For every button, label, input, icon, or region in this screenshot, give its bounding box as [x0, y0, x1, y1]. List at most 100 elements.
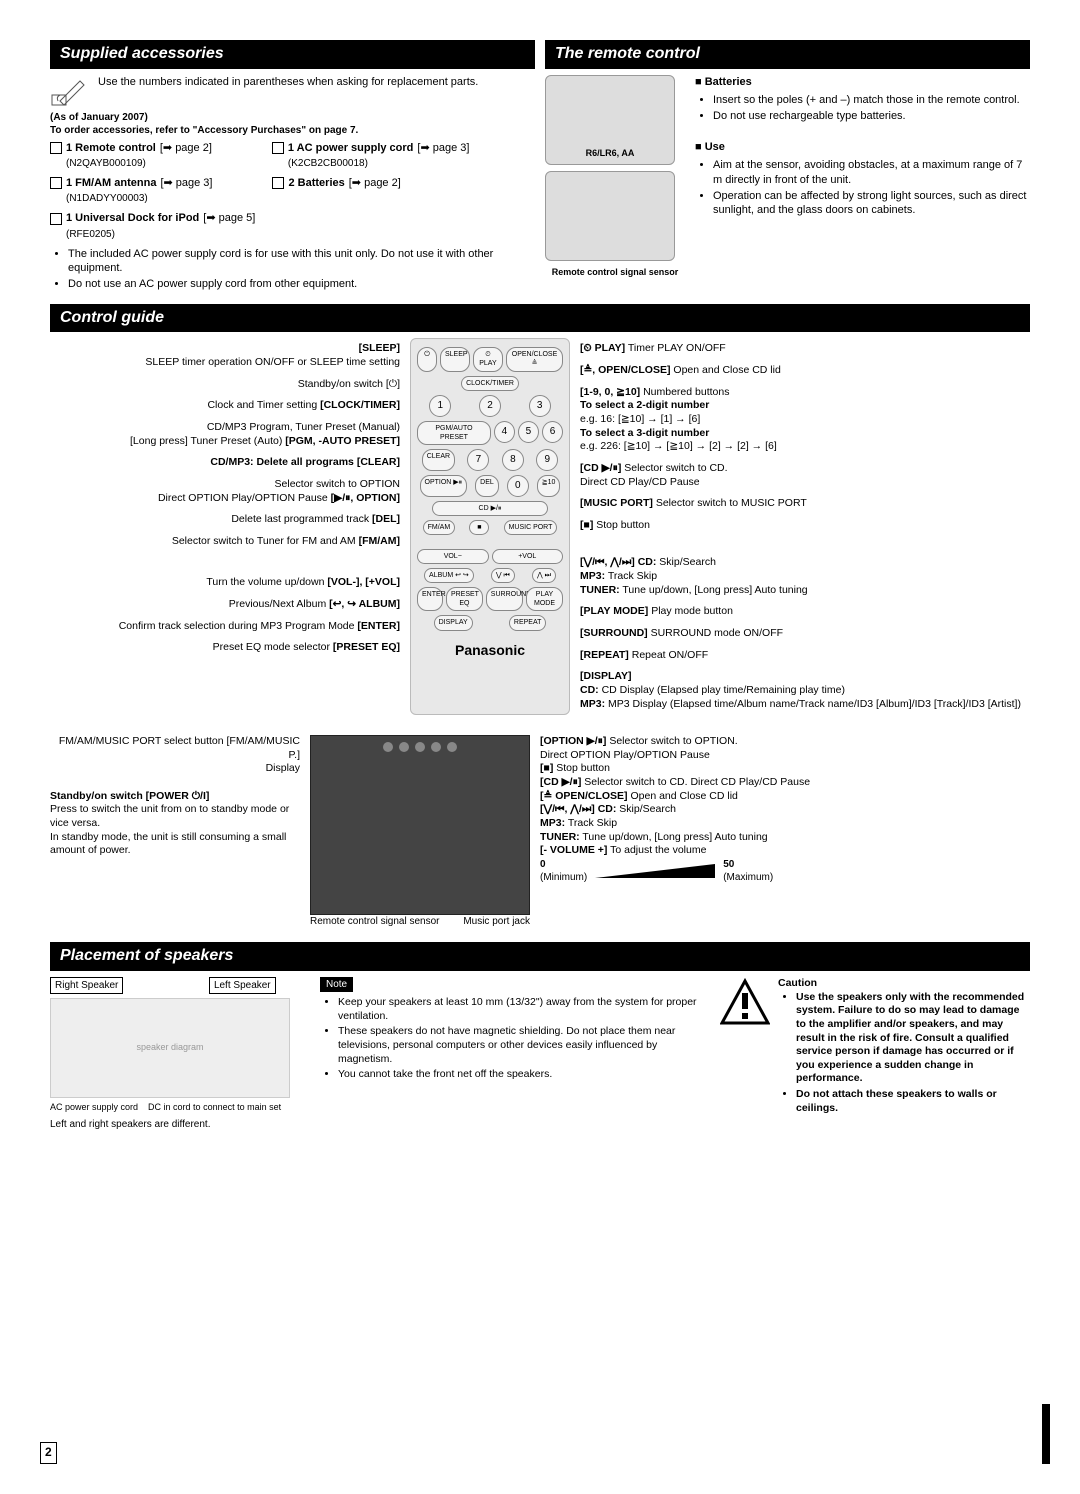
note: The included AC power supply cord is for… [68, 247, 535, 276]
standby-desc: Press to switch the unit from on to stan… [50, 803, 300, 858]
remote-btn: ⋁ ⏮ [491, 568, 515, 583]
unit-caption: Remote control signal sensor [310, 915, 440, 928]
accessories-list: 1 Remote control [➡ page 2] (N2QAYB00010… [50, 141, 535, 241]
top-row: Supplied accessories Use the numbers ind… [50, 40, 1030, 294]
accessories-section: Supplied accessories Use the numbers ind… [50, 40, 535, 294]
remote-btn: DISPLAY [434, 615, 473, 630]
num-btn: 0 [507, 475, 529, 497]
num-btn: 1 [429, 395, 451, 417]
acc-item: 1 FM/AM antenna [➡ page 3] [50, 176, 212, 190]
remote-btn: ALBUM ↩ ↪ [424, 568, 474, 583]
remote-btn: ENTER [417, 587, 443, 611]
control-body: [SLEEP]SLEEP timer operation ON/OFF or S… [50, 338, 1030, 715]
part-no: (N2QAYB000109) [66, 157, 232, 170]
remote-row: R6/LR6, AA Remote control signal sensor … [545, 75, 1030, 279]
remote-btn: PGM/AUTO PRESET [417, 421, 491, 445]
remote-unit-image [545, 171, 675, 261]
warning-icon [720, 977, 770, 1027]
accessories-date: (As of January 2007) [50, 111, 535, 124]
vol-max: 50 [723, 858, 773, 871]
checkbox-icon [272, 177, 284, 189]
unit-label: Display [50, 762, 300, 776]
remote-btn: ≧10 [537, 475, 561, 497]
note-badge: Note [320, 977, 353, 992]
remote-btn: ■ [469, 520, 489, 535]
speaker-captions: AC power supply cord DC in cord to conne… [50, 1102, 310, 1114]
sensor-caption: Remote control signal sensor [545, 267, 685, 279]
accessories-order-ref: To order accessories, refer to "Accessor… [50, 124, 535, 137]
unit-top-icons [317, 742, 523, 752]
right-speaker-label: Right Speaker [50, 977, 123, 994]
placement-section: Placement of speakers Right Speaker Left… [50, 942, 1030, 1130]
accessories-notes: The included AC power supply cord is for… [50, 247, 535, 292]
num-btn: 4 [494, 421, 515, 443]
unit-left: FM/AM/MUSIC PORT select button [FM/AM/MU… [50, 735, 300, 928]
battery-note: Do not use rechargeable type batteries. [713, 109, 1030, 123]
acc-item: 1 AC power supply cord [➡ page 3] [272, 141, 470, 155]
use-list: Aim at the sensor, avoiding obstacles, a… [695, 158, 1030, 217]
acc-item: 2 Batteries [➡ page 2] [272, 176, 400, 190]
accessories-intro: Use the numbers indicated in parentheses… [50, 75, 535, 107]
remote-btn: ⏻ [417, 347, 437, 371]
pen-icon [50, 75, 90, 107]
remote-btn: SURROUND [486, 587, 523, 611]
unit-label: FM/AM/MUSIC PORT select button [FM/AM/MU… [50, 735, 300, 762]
remote-btn: +VOL [492, 549, 564, 564]
note: You cannot take the front net off the sp… [338, 1068, 710, 1082]
caution-heading: Caution [778, 977, 1030, 991]
remote-btn: ⏲PLAY [473, 347, 503, 371]
vol-min: 0 [540, 858, 587, 871]
num-btn: 2 [479, 395, 501, 417]
remote-btn: MUSIC PORT [504, 520, 558, 535]
note: These speakers do not have magnetic shie… [338, 1025, 710, 1066]
unit-icon [447, 742, 457, 752]
control-left-labels: [SLEEP]SLEEP timer operation ON/OFF or S… [50, 338, 400, 715]
remote-btn: ⋀ ⏭ [532, 568, 556, 583]
num-btn: 5 [518, 421, 539, 443]
caption: AC power supply cord [50, 1102, 138, 1114]
remote-btn: CD ▶/⏸ [432, 501, 549, 516]
speaker-diagram: speaker diagram [50, 998, 290, 1098]
note: Do not use an AC power supply cord from … [68, 277, 535, 291]
control-section: Control guide [SLEEP]SLEEP timer operati… [50, 304, 1030, 929]
unit-icon [431, 742, 441, 752]
placement-body: Right Speaker Left Speaker speaker diagr… [50, 977, 1030, 1131]
page-number: 2 [40, 1442, 57, 1464]
remote-diagram: ⏻ SLEEP ⏲PLAY OPEN/CLOSE ≜ CLOCK/TIMER 1… [410, 338, 570, 715]
caution: Do not attach these speakers to walls or… [796, 1088, 1030, 1115]
batteries-list: Insert so the poles (+ and –) match thos… [695, 93, 1030, 124]
remote-btn: CLEAR [422, 449, 455, 471]
unit-icon [399, 742, 409, 752]
acc-item: 1 Universal Dock for iPod [➡ page 5] [50, 211, 255, 225]
vol-min-txt: (Minimum) [540, 871, 587, 884]
unit-mid-wrap: Remote control signal sensor Music port … [310, 735, 530, 928]
unit-diagram [310, 735, 530, 915]
num-btn: 7 [467, 449, 489, 471]
checkbox-icon [272, 142, 284, 154]
remote-btn: DEL [475, 475, 499, 497]
remote-btn: PLAY MODE [526, 587, 563, 611]
use-note: Aim at the sensor, avoiding obstacles, a… [713, 158, 1030, 187]
caution-list: Use the speakers only with the recommend… [778, 991, 1030, 1116]
caution: Use the speakers only with the recommend… [796, 991, 1030, 1086]
part-no: (N1DADYY00003) [66, 192, 232, 205]
num-btn: 8 [502, 449, 524, 471]
brand-label: Panasonic [417, 635, 563, 665]
unit-icon [415, 742, 425, 752]
remote-text-column: Batteries Insert so the poles (+ and –) … [695, 75, 1030, 279]
batteries-heading: Batteries [695, 75, 1030, 89]
part-no: (K2CB2CB00018) [288, 157, 490, 170]
placement-header: Placement of speakers [50, 942, 1030, 971]
battery-label: R6/LR6, AA [586, 148, 635, 160]
remote-btn: PRESET EQ [446, 587, 483, 611]
unit-caption: Music port jack [463, 915, 530, 928]
placement-mid: Note Keep your speakers at least 10 mm (… [320, 977, 710, 1131]
caption: DC in cord to connect to main set [148, 1102, 281, 1114]
num-btn: 3 [529, 395, 551, 417]
use-note: Operation can be affected by strong ligh… [713, 189, 1030, 218]
unit-icon [383, 742, 393, 752]
remote-header: The remote control [545, 40, 1030, 69]
part-no: (RFE0205) [66, 228, 535, 241]
unit-section: FM/AM/MUSIC PORT select button [FM/AM/MU… [50, 735, 1030, 928]
remote-btn: FM/AM [423, 520, 456, 535]
